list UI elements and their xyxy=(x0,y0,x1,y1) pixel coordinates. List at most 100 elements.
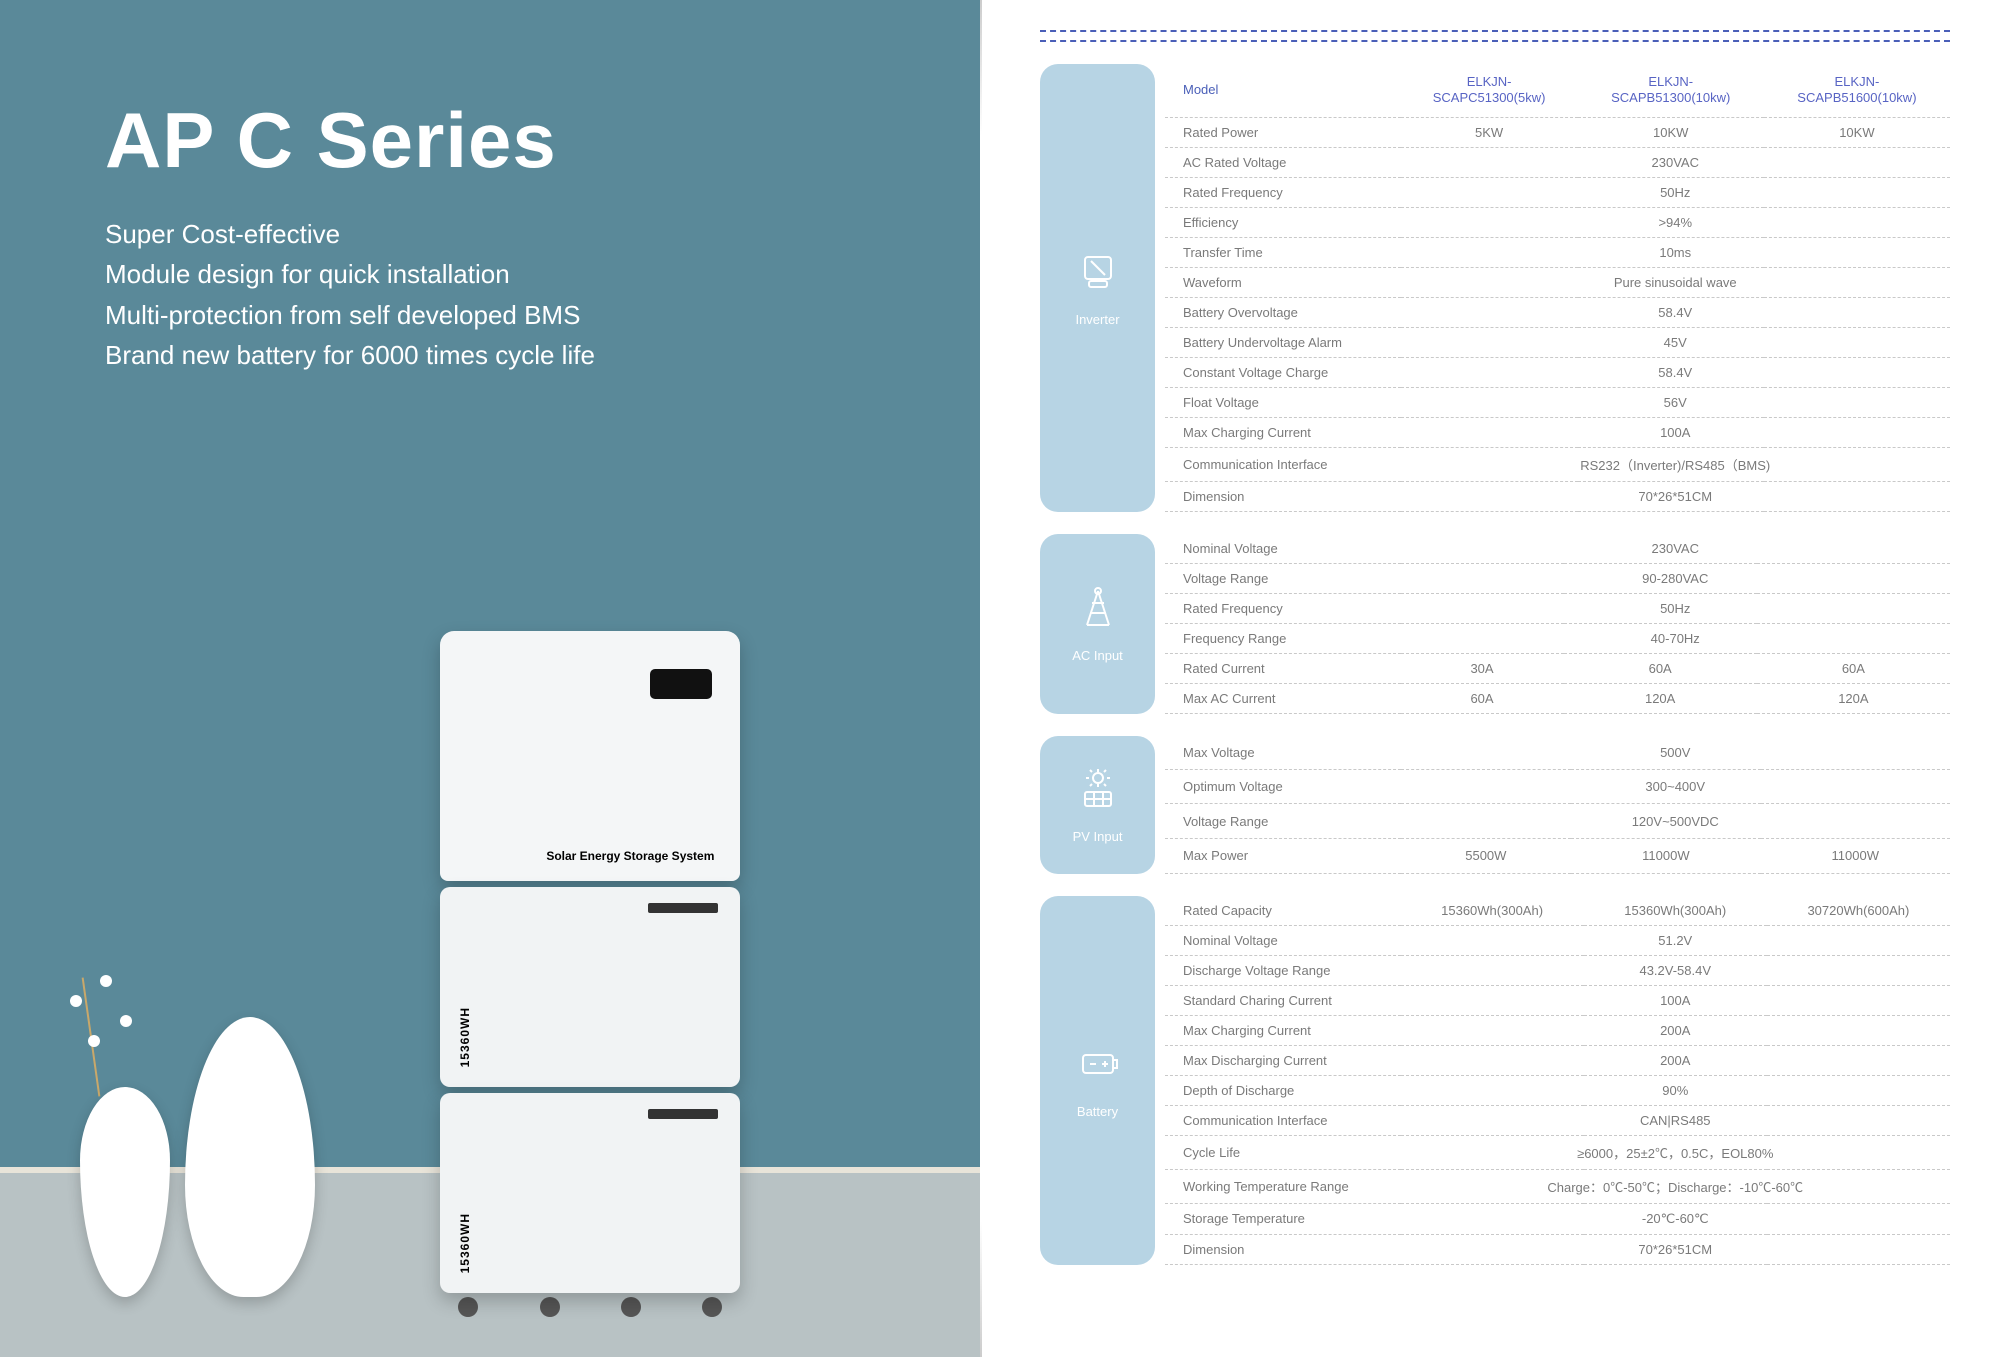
cabinet-module: 15360WH xyxy=(440,1093,740,1293)
spec-label: Max Charging Current xyxy=(1165,1015,1401,1045)
module-capacity: 15360WH xyxy=(458,1213,472,1273)
table-header-row: Model ELKJN- SCAPC51300(5kw)ELKJN- SCAPB… xyxy=(1165,64,1950,117)
section-label: Battery xyxy=(1077,1104,1118,1119)
spec-value: 50Hz xyxy=(1401,593,1951,623)
blossom-icon xyxy=(88,1035,100,1047)
spec-label: Rated Power xyxy=(1165,117,1401,147)
spec-value: Charge：0℃-50℃；Discharge：-10℃-60℃ xyxy=(1401,1169,1951,1203)
divider xyxy=(1040,30,1950,32)
spec-label: Dimension xyxy=(1165,1234,1401,1264)
page-title: AP C Series xyxy=(105,95,595,186)
spec-label: Optimum Voltage xyxy=(1165,769,1401,804)
section-pvinput: PV Input Max Voltage500V Optimum Voltage… xyxy=(1040,736,1950,874)
spec-label: Rated Frequency xyxy=(1165,177,1401,207)
model-column: ELKJN- SCAPB51300(10kw) xyxy=(1578,64,1764,117)
table-row: Max Charging Current200A xyxy=(1165,1015,1950,1045)
table-row: Communication InterfaceCAN|RS485 xyxy=(1165,1105,1950,1135)
blossom-icon xyxy=(70,995,82,1007)
spec-label: Nominal Voltage xyxy=(1165,534,1401,564)
table-row: Max Power5500W11000W11000W xyxy=(1165,838,1950,873)
spec-value: 50Hz xyxy=(1401,177,1951,207)
section-icon-inverter: Inverter xyxy=(1040,64,1155,512)
table-row: Nominal Voltage230VAC xyxy=(1165,534,1950,564)
feature-item: Brand new battery for 6000 times cycle l… xyxy=(105,335,595,375)
section-label: PV Input xyxy=(1073,829,1123,844)
spec-value: 300~400V xyxy=(1401,769,1951,804)
spec-value: 10KW xyxy=(1578,117,1764,147)
spec-label: Battery Overvoltage xyxy=(1165,297,1401,327)
section-icon-acinput: AC Input xyxy=(1040,534,1155,714)
spec-value: RS232（Inverter)/RS485（BMS) xyxy=(1401,447,1951,481)
spec-value: 500V xyxy=(1401,736,1951,770)
battery-icon xyxy=(1075,1041,1121,1092)
spec-value: 100A xyxy=(1401,417,1951,447)
product-unit: Solar Energy Storage System 15360WH 1536… xyxy=(440,631,740,1317)
spec-sections: Inverter Model ELKJN- SCAPC51300(5kw)ELK… xyxy=(1040,64,1950,1265)
spec-label: Nominal Voltage xyxy=(1165,925,1401,955)
table-row: AC Rated Voltage230VAC xyxy=(1165,147,1950,177)
spec-value: 30A xyxy=(1401,653,1564,683)
table-row: Working Temperature RangeCharge：0℃-50℃；D… xyxy=(1165,1169,1950,1203)
spec-value: 70*26*51CM xyxy=(1401,1234,1951,1264)
spec-value: 15360Wh(300Ah) xyxy=(1401,896,1584,926)
spec-label: Cycle Life xyxy=(1165,1135,1401,1169)
spec-label: Max Voltage xyxy=(1165,736,1401,770)
spec-value: 60A xyxy=(1401,683,1564,713)
table-row: Max Charging Current100A xyxy=(1165,417,1950,447)
spec-label: Communication Interface xyxy=(1165,447,1401,481)
table-row: Rated Frequency50Hz xyxy=(1165,593,1950,623)
spec-table-acinput: Nominal Voltage230VAC Voltage Range90-28… xyxy=(1165,534,1950,714)
spec-value: 40-70Hz xyxy=(1401,623,1951,653)
table-row: WaveformPure sinusoidal wave xyxy=(1165,267,1950,297)
spec-value: 5KW xyxy=(1401,117,1578,147)
spec-value: 230VAC xyxy=(1401,147,1951,177)
solar-icon xyxy=(1075,766,1121,817)
table-row: Voltage Range120V~500VDC xyxy=(1165,804,1950,839)
caster-icon xyxy=(540,1297,560,1317)
spec-label: Constant Voltage Charge xyxy=(1165,357,1401,387)
left-panel: AP C Series Super Cost-effectiveModule d… xyxy=(0,0,980,1357)
divider xyxy=(1040,40,1950,42)
spec-table-pvinput: Max Voltage500V Optimum Voltage300~400V … xyxy=(1165,736,1950,874)
table-row: Float Voltage56V xyxy=(1165,387,1950,417)
feature-item: Multi-protection from self developed BMS xyxy=(105,295,595,335)
spec-value: 60A xyxy=(1757,653,1950,683)
spec-label: Frequency Range xyxy=(1165,623,1401,653)
spec-value: 56V xyxy=(1401,387,1951,417)
spec-value: 10KW xyxy=(1764,117,1950,147)
spec-label: Rated Frequency xyxy=(1165,593,1401,623)
spec-value: 200A xyxy=(1401,1015,1951,1045)
table-row: Frequency Range40-70Hz xyxy=(1165,623,1950,653)
table-row: Rated Current30A60A60A xyxy=(1165,653,1950,683)
spec-label: Max Discharging Current xyxy=(1165,1045,1401,1075)
table-row: Dimension70*26*51CM xyxy=(1165,1234,1950,1264)
table-row: Rated Power5KW10KW10KW xyxy=(1165,117,1950,147)
spec-value: 120A xyxy=(1757,683,1950,713)
spec-value: 11000W xyxy=(1761,838,1950,873)
spec-label: Max AC Current xyxy=(1165,683,1401,713)
table-row: Nominal Voltage51.2V xyxy=(1165,925,1950,955)
table-row: Communication InterfaceRS232（Inverter)/R… xyxy=(1165,447,1950,481)
feature-list: Super Cost-effectiveModule design for qu… xyxy=(105,214,595,375)
spec-value: 51.2V xyxy=(1401,925,1951,955)
spec-value: 70*26*51CM xyxy=(1401,481,1951,511)
spec-value: 230VAC xyxy=(1401,534,1951,564)
table-row: Rated Frequency50Hz xyxy=(1165,177,1950,207)
module-capacity: 15360WH xyxy=(458,1007,472,1067)
casters xyxy=(440,1297,740,1317)
feature-item: Super Cost-effective xyxy=(105,214,595,254)
spec-label: Float Voltage xyxy=(1165,387,1401,417)
table-row: Dimension70*26*51CM xyxy=(1165,481,1950,511)
table-row: Transfer Time10ms xyxy=(1165,237,1950,267)
table-row: Voltage Range90-280VAC xyxy=(1165,563,1950,593)
caster-icon xyxy=(621,1297,641,1317)
spec-value: 30720Wh(600Ah) xyxy=(1767,896,1950,926)
page: AP C Series Super Cost-effectiveModule d… xyxy=(0,0,2000,1357)
left-content: AP C Series Super Cost-effectiveModule d… xyxy=(105,95,595,375)
spec-label: Rated Capacity xyxy=(1165,896,1401,926)
spec-value: CAN|RS485 xyxy=(1401,1105,1951,1135)
spec-value: 100A xyxy=(1401,985,1951,1015)
cabinet-module: 15360WH xyxy=(440,887,740,1087)
table-row: Battery Undervoltage Alarm45V xyxy=(1165,327,1950,357)
section-battery: Battery Rated Capacity15360Wh(300Ah)1536… xyxy=(1040,896,1950,1265)
